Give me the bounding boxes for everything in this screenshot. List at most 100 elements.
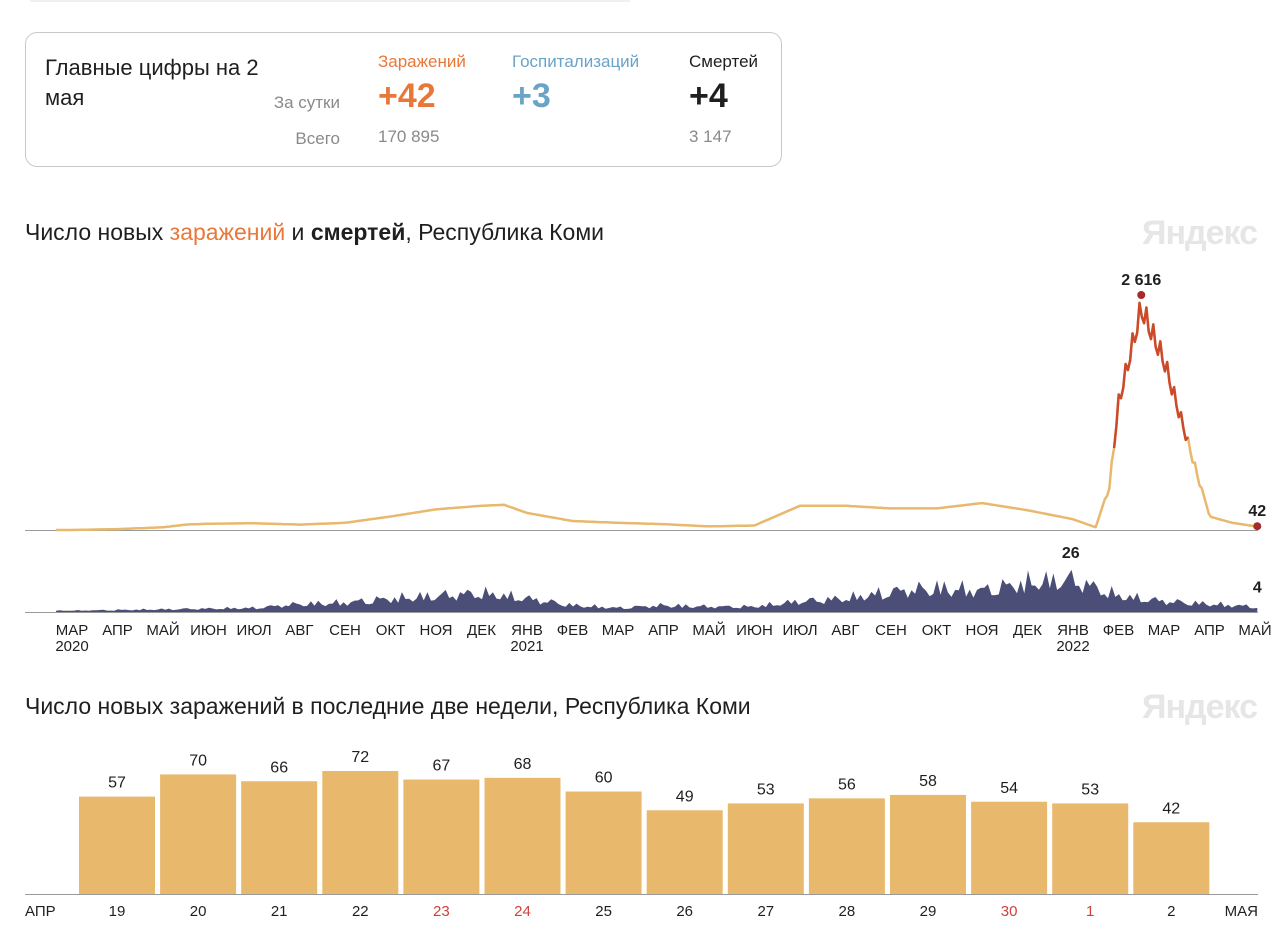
bar <box>565 791 642 894</box>
infections-last-label: 42 <box>1248 503 1266 520</box>
deaths-label: Смертей <box>689 52 759 71</box>
row-label-total: Всего <box>295 129 340 148</box>
x-tick-month: ЯНВ <box>511 622 543 639</box>
bar-value-label: 67 <box>433 758 451 775</box>
bar-value-label: 42 <box>1162 800 1180 817</box>
x-tick-day: 2 <box>1167 903 1175 920</box>
infections-line <box>56 301 1258 532</box>
bar <box>1133 822 1210 894</box>
x-tick-month: МАР <box>602 622 635 639</box>
x-tick-month: ИЮН <box>190 622 227 639</box>
infections-last-dot <box>1253 522 1262 531</box>
bar <box>646 810 723 894</box>
bar <box>241 781 318 894</box>
bar <box>971 801 1048 894</box>
x-tick-month: НОЯ <box>419 622 452 639</box>
x-tick-year: 2022 <box>1056 638 1089 655</box>
x-tick-day: 26 <box>676 903 693 920</box>
x-tick-month: МАР <box>1148 622 1181 639</box>
x-tick-month: ЯНВ <box>1057 622 1089 639</box>
chart2-title: Число новых заражений в последние две не… <box>25 693 751 719</box>
chart1-title: Число новых заражений и смертей, Республ… <box>25 219 604 246</box>
x-tick-day: 29 <box>920 903 937 920</box>
bar <box>79 796 155 894</box>
chart2-svg: 5719702066217222672368246025492653275628… <box>25 749 1258 920</box>
chart1-title-prefix: Число новых <box>25 219 170 245</box>
x-tick-day: 27 <box>757 903 774 920</box>
x-tick-day: 22 <box>352 903 369 920</box>
infections-label: Заражений <box>378 52 466 71</box>
x-tick-day: 28 <box>839 903 856 920</box>
x-tick-month: НОЯ <box>965 622 998 639</box>
yandex-logo-1: Яндекс <box>1142 214 1258 252</box>
x-tick-month: ИЮЛ <box>782 622 817 639</box>
x-tick-month: АВГ <box>285 622 313 639</box>
bar-value-label: 53 <box>757 781 775 798</box>
deaths-peak-label: 26 <box>1062 545 1080 562</box>
deaths-total: 3 147 <box>689 127 732 146</box>
bar-value-label: 60 <box>595 770 613 787</box>
bar <box>484 777 561 894</box>
chart1-title-suffix: , Республика Коми <box>405 219 604 245</box>
x-tick-day: 23 <box>433 903 450 920</box>
x-tick-month: ИЮН <box>736 622 773 639</box>
bar-value-label: 53 <box>1081 781 1099 798</box>
bar-value-label: 66 <box>270 759 288 776</box>
x-tick-month: ОКТ <box>922 622 952 639</box>
x-tick-day: 24 <box>514 903 531 920</box>
x-tick-month: СЕН <box>875 622 907 639</box>
chart1-title-deaths: смертей <box>310 219 406 245</box>
x-tick-month: ДЕК <box>467 622 496 639</box>
x-tick-month: АПР <box>102 622 133 639</box>
chart1-title-mid: и <box>285 219 311 245</box>
bar-value-label: 58 <box>919 773 937 790</box>
chart1-title-infections: заражений <box>169 219 286 245</box>
x-tick-month: АВГ <box>831 622 859 639</box>
x-tick-month: АПР <box>648 622 679 639</box>
bar <box>322 771 399 894</box>
x-tick-month: МАЙ <box>146 621 179 639</box>
chart1-svg: 2 616 42 26 4 МАР АПР МАЙ ИЮН ИЮЛ АВГ СЕН ОКТ НОЯ ДЕК… <box>25 272 1272 655</box>
x-tick-day: 19 <box>109 903 126 920</box>
x-tick-month: СЕН <box>329 622 361 639</box>
x-end-label: МАЯ <box>1225 903 1258 920</box>
x-tick-day: 30 <box>1001 903 1018 920</box>
x-tick-month: МАР <box>56 622 89 639</box>
row-label-daily: За сутки <box>273 93 340 112</box>
x-tick-day: 21 <box>271 903 288 920</box>
infections-peak-dot <box>1137 291 1146 299</box>
bar-value-label: 70 <box>189 752 207 769</box>
deaths-daily: +4 <box>689 77 728 115</box>
x-tick-day: 1 <box>1086 903 1094 920</box>
bar-value-label: 56 <box>838 776 856 793</box>
bar <box>890 794 966 894</box>
x-tick-month: ДЕК <box>1013 622 1042 639</box>
bar-value-label: 54 <box>1000 780 1018 797</box>
x-tick-month: МАЙ <box>1238 621 1271 639</box>
x-start-label: АПР <box>25 903 56 920</box>
deaths-last-label: 4 <box>1253 579 1262 596</box>
infections-peak-label: 2 616 <box>1121 272 1161 289</box>
hospitalizations-label: Госпитализаций <box>512 52 640 71</box>
x-tick-day: 20 <box>190 903 207 920</box>
infections-total: 170 895 <box>378 127 440 146</box>
summary-title: Главные цифры на 2 мая <box>45 55 259 110</box>
bar <box>403 779 480 894</box>
bar-value-label: 72 <box>351 749 369 766</box>
yandex-logo-2: Яндекс <box>1142 688 1258 726</box>
infections-peak-line <box>1112 301 1189 449</box>
hospitalizations-daily: +3 <box>512 77 551 115</box>
summary-card: Главные цифры на 2 мая За сутки Всего За… <box>25 32 782 167</box>
x-tick-year: 2021 <box>510 638 543 655</box>
bar-value-label: 49 <box>676 788 694 805</box>
bar <box>160 774 237 894</box>
x-tick-year: 2020 <box>55 638 88 655</box>
bar <box>1052 803 1129 894</box>
x-tick-month: АПР <box>1194 622 1225 639</box>
bar-value-label: 68 <box>514 756 532 773</box>
x-tick-day: 25 <box>595 903 612 920</box>
x-tick-month: ФЕВ <box>557 622 588 639</box>
x-tick-month: ФЕВ <box>1103 622 1134 639</box>
bar-value-label: 57 <box>108 775 126 792</box>
x-tick-month: ОКТ <box>376 622 406 639</box>
